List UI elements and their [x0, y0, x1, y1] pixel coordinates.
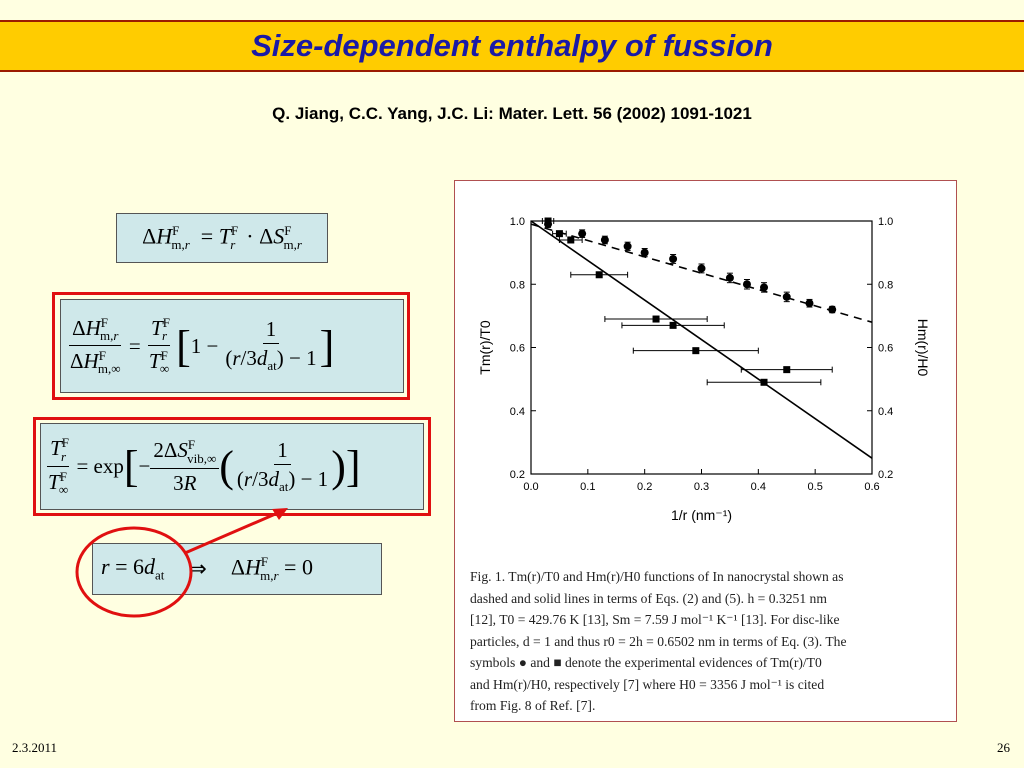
equation-ratio-box [52, 292, 410, 400]
caption-line: dashed and solid lines in terms of Eqs. … [470, 590, 827, 606]
caption-line: particles, d = 1 and thus r0 = 2h = 0.65… [470, 633, 847, 649]
caption-line: from Fig. 8 of Ref. [7]. [470, 698, 596, 713]
caption-line: Fig. 1. Tm(r)/T0 and Hm(r)/H0 functions … [470, 569, 844, 584]
equation-temperature-ratio: TFr TF∞ = exp [− 2ΔSFvib,∞ 3R ( 1 (r/3da… [40, 423, 424, 510]
equation-critical-radius: r = 6dat ⇒ ΔHFm,r = 0 [92, 543, 382, 595]
caption-line: symbols ● and ■ denote the experimental … [470, 655, 822, 670]
footer-date: 2.3.2011 [12, 740, 58, 755]
caption-line: and Hm(r)/H0, respectively [7] where H0 … [470, 676, 825, 692]
equation-enthalpy-entropy: ΔHFm,r = TFr · ΔSFm,r [116, 213, 328, 263]
equation-enthalpy-ratio: ΔHFm,r ΔHFm,∞ = TFr TF∞ [1 − 1 (r/3dat) … [60, 299, 404, 393]
caption-line: [12], T0 = 429.76 K [13], Sm = 7.59 J mo… [470, 612, 840, 627]
figure-caption: Fig. 1. Tm(r)/T0 and Hm(r)/H0 functions … [470, 566, 940, 717]
title-bar: Size-dependent enthalpy of fussion [0, 20, 1024, 72]
slide-title: Size-dependent enthalpy of fussion [251, 28, 773, 63]
reference-citation: Q. Jiang, C.C. Yang, J.C. Li: Mater. Let… [272, 104, 752, 123]
page-number: 26 [997, 740, 1010, 755]
